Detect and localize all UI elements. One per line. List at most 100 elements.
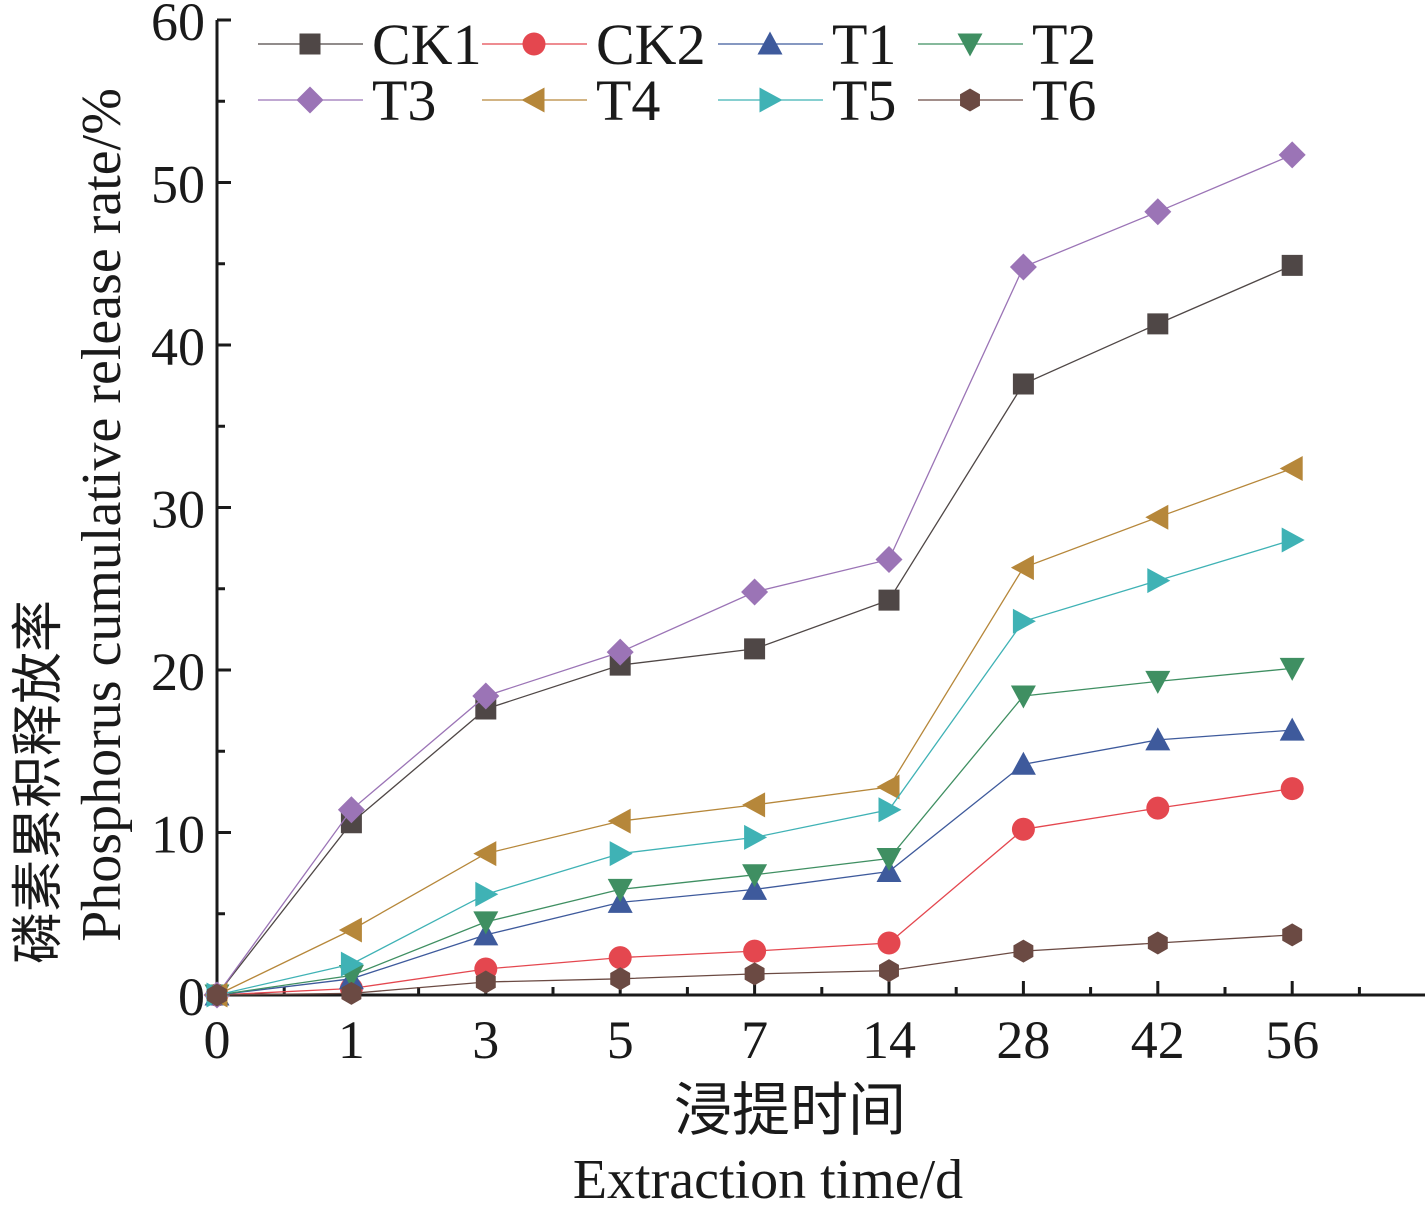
- data-point-t6: [1282, 923, 1303, 947]
- data-point-t5: [1147, 568, 1171, 594]
- data-point-t4: [742, 792, 766, 818]
- data-point-t5: [1281, 527, 1305, 553]
- data-point-t3: [337, 796, 365, 824]
- data-point-t6: [879, 959, 899, 983]
- legend-label-t4: T4: [596, 68, 660, 133]
- data-point-t6: [207, 983, 227, 1007]
- y-tick-label: 10: [151, 805, 205, 865]
- x-tick-label: 7: [741, 1010, 768, 1070]
- legend-label-t2: T2: [1032, 12, 1096, 77]
- legend-item-ck2: CK2: [482, 12, 706, 77]
- data-point-t3: [472, 682, 500, 710]
- x-tick-label: 0: [204, 1010, 231, 1070]
- data-point-t2: [742, 864, 768, 888]
- legend-label-t5: T5: [832, 68, 896, 133]
- legend-label-t1: T1: [832, 12, 896, 77]
- data-point-t3: [1278, 141, 1306, 169]
- y-tick-label: 40: [151, 317, 205, 377]
- series-line-t4: [216, 467, 1293, 996]
- legend-item-t6: T6: [918, 68, 1096, 133]
- data-point-t1: [1145, 727, 1171, 751]
- data-point-t2: [1145, 670, 1171, 694]
- data-point-ck1: [878, 589, 900, 611]
- data-point-t6: [341, 981, 362, 1005]
- data-point-t1: [1010, 751, 1036, 775]
- data-point-t2: [607, 878, 633, 902]
- data-point-t3: [1009, 253, 1037, 281]
- x-axis-label-en: Extraction time/d: [573, 1149, 963, 1211]
- legend-item-t5: T5: [718, 68, 896, 133]
- legend-marker-t1: [757, 31, 783, 55]
- data-point-t5: [1012, 608, 1036, 634]
- data-point-t4: [338, 917, 362, 943]
- data-point-t4: [1010, 555, 1034, 581]
- y-tick-label: 30: [151, 480, 205, 540]
- data-point-t3: [1144, 198, 1172, 226]
- data-point-t6: [744, 962, 765, 986]
- x-tick-label: 3: [472, 1010, 499, 1070]
- data-point-ck1: [1147, 313, 1169, 335]
- x-tick-label: 1: [338, 1010, 365, 1070]
- legend-label-t3: T3: [372, 68, 436, 133]
- data-point-ck2: [1146, 796, 1170, 820]
- legend: CK1 CK2 T1 T2 T3 T4 T5 T6: [258, 12, 1096, 133]
- axes: 0 10 20 30 40 50 60 0 1 3 5 7 14 28 42 56: [151, 0, 1425, 1070]
- data-point-ck2: [1011, 817, 1035, 841]
- legend-marker-ck1: [299, 33, 321, 55]
- x-tick-label: 28: [996, 1010, 1050, 1070]
- data-point-t2: [1279, 657, 1305, 681]
- legend-item-t2: T2: [918, 12, 1096, 77]
- legend-marker-ck2: [522, 32, 546, 56]
- data-point-t5: [744, 824, 768, 850]
- legend-marker-t4: [521, 87, 545, 113]
- y-tick-label: 0: [178, 967, 205, 1027]
- x-tick-label: 5: [607, 1010, 634, 1070]
- legend-item-t4: T4: [482, 68, 660, 133]
- data-point-t5: [340, 951, 364, 977]
- legend-label-ck1: CK1: [372, 12, 482, 77]
- data-point-t2: [473, 911, 499, 935]
- series-line-t5: [216, 539, 1293, 996]
- data-point-t3: [875, 546, 903, 573]
- x-tick-label: 14: [862, 1010, 916, 1070]
- y-axis-label-cn: 磷素累积释放率: [11, 600, 68, 964]
- data-point-ck2: [743, 939, 767, 963]
- y-tick-label: 20: [151, 642, 205, 702]
- data-point-t4: [1279, 456, 1303, 481]
- data-point-t3: [741, 578, 769, 606]
- data-point-t5: [475, 881, 499, 907]
- legend-label-t6: T6: [1032, 68, 1096, 133]
- legend-item-t3: T3: [258, 68, 436, 133]
- x-tick-label: 56: [1265, 1010, 1319, 1070]
- data-point-ck1: [1012, 373, 1034, 395]
- data-point-ck2: [608, 946, 632, 970]
- data-point-t6: [1147, 931, 1168, 955]
- legend-marker-t5: [759, 87, 783, 113]
- data-point-t4: [876, 774, 900, 800]
- y-tick-label: 50: [151, 155, 205, 215]
- legend-label-ck2: CK2: [596, 12, 706, 77]
- data-point-ck2: [877, 931, 901, 955]
- data-point-ck2: [1280, 777, 1304, 801]
- y-tick-label: 60: [151, 0, 205, 52]
- series-layer: [203, 141, 1306, 1009]
- legend-marker-t2: [957, 33, 983, 57]
- data-point-t3: [606, 638, 634, 666]
- x-axis-label-cn: 浸提时间: [674, 1078, 906, 1143]
- data-point-t2: [1010, 685, 1036, 709]
- y-axis-label-en: Phosphorus cumulative release rate/%: [71, 88, 133, 942]
- data-point-ck1: [744, 638, 766, 660]
- legend-marker-t3: [296, 86, 324, 114]
- data-point-t1: [1279, 717, 1305, 741]
- series-t6: [207, 923, 1303, 1007]
- legend-marker-t6: [960, 88, 980, 112]
- data-point-t1: [742, 876, 768, 900]
- data-point-t6: [1013, 939, 1034, 963]
- data-point-t6: [610, 967, 631, 991]
- data-point-t6: [475, 970, 496, 994]
- series-t4: [204, 456, 1303, 1008]
- data-point-t2: [876, 848, 902, 871]
- data-point-t5: [609, 841, 633, 867]
- data-point-t4: [1145, 504, 1169, 530]
